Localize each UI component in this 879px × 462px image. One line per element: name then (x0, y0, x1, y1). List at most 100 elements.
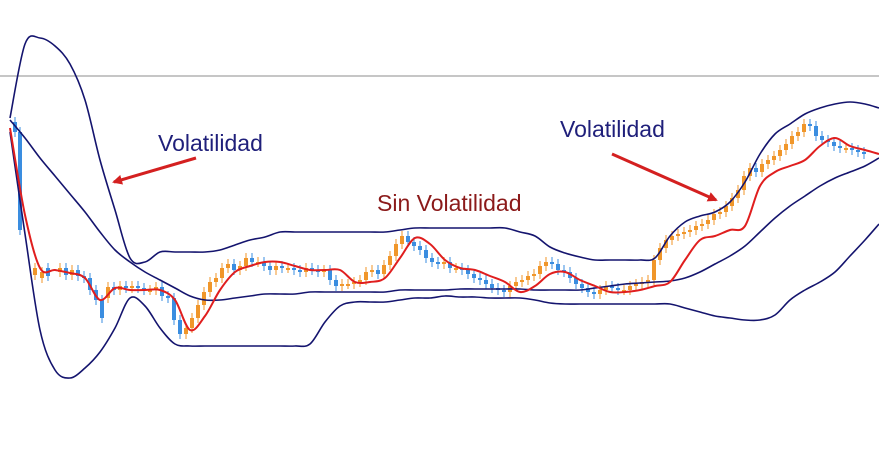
candle-body (694, 226, 698, 230)
candle-body (184, 328, 188, 334)
candle-body (262, 262, 266, 266)
candle-body (346, 284, 350, 286)
candle-body (448, 262, 452, 268)
candle-body (370, 270, 374, 272)
candle-body (358, 280, 362, 282)
candle-body (328, 270, 332, 280)
candle-body (298, 270, 302, 272)
candle-body (556, 264, 560, 270)
candle-body (292, 268, 296, 270)
candle-body (268, 266, 272, 270)
candle-body (352, 282, 356, 284)
candle-body (604, 286, 608, 290)
candle-body (700, 224, 704, 226)
candle-body (190, 318, 194, 328)
candle-body (400, 236, 404, 244)
candle-body (148, 290, 152, 292)
candle-body (502, 290, 506, 292)
candle-body (760, 164, 764, 172)
candle-body (454, 268, 458, 270)
candle-body (844, 148, 848, 150)
bollinger-band-line (9, 131, 879, 379)
candle-body (364, 272, 368, 280)
candle-body (238, 266, 242, 270)
candle-body (214, 278, 218, 282)
candle-body (646, 280, 650, 282)
candle-body (616, 288, 620, 290)
candle-body (172, 298, 176, 320)
candle-body (490, 284, 494, 288)
candle-body (208, 282, 212, 292)
candle-body (766, 160, 770, 164)
candle-body (784, 144, 788, 150)
candle-body (832, 142, 836, 146)
candle-body (706, 220, 710, 224)
candle-body (76, 270, 80, 276)
volatility-label-left: Volatilidad (158, 130, 263, 156)
candle-body (310, 268, 314, 270)
candle-body (424, 250, 428, 258)
moving-average-line (9, 127, 879, 332)
candle-body (580, 284, 584, 288)
moving-average (9, 127, 879, 332)
candle-body (670, 236, 674, 240)
candle-body (33, 268, 37, 275)
candle-body (472, 274, 476, 278)
candle-body (220, 268, 224, 278)
candle-body (532, 274, 536, 276)
candle-body (802, 124, 806, 132)
candle-body (394, 244, 398, 256)
candle-body (790, 136, 794, 144)
candle-body (388, 256, 392, 265)
candle-body (280, 266, 284, 268)
candle-body (712, 214, 716, 220)
candle-body (730, 198, 734, 206)
candle-body (652, 260, 656, 280)
candle-body (664, 240, 668, 248)
candle-body (628, 286, 632, 290)
no-volatility-label: Sin Volatilidad (377, 190, 522, 216)
candle-body (688, 230, 692, 232)
candle-body (478, 278, 482, 280)
candle-body (586, 288, 590, 292)
candle-body (736, 190, 740, 198)
candle-body (406, 236, 410, 242)
arrow-left-annotation (112, 156, 197, 185)
candle-body (226, 264, 230, 268)
candle-body (178, 320, 182, 334)
candle-body (838, 146, 842, 148)
candle-body (526, 276, 530, 280)
candle-body (796, 132, 800, 136)
candle-body (814, 126, 818, 136)
candle-body (856, 150, 860, 152)
candlesticks (13, 117, 866, 339)
candle-body (718, 212, 722, 214)
candle-body (754, 168, 758, 172)
candle-body (334, 280, 338, 286)
candle-body (520, 280, 524, 282)
candle-body (724, 206, 728, 212)
candle-body (778, 150, 782, 156)
candle-body (808, 124, 812, 126)
candle-body (196, 305, 200, 318)
candle-body (412, 242, 416, 246)
candle-body (106, 287, 110, 298)
candle-body (658, 248, 662, 260)
candle-body (550, 262, 554, 264)
candle-body (274, 266, 278, 270)
candle-body (634, 284, 638, 286)
candle-body (862, 152, 866, 154)
candle-body (592, 292, 596, 294)
candle-body (232, 264, 236, 270)
candle-body (166, 296, 170, 298)
candle-body (466, 270, 470, 274)
candle-body (286, 268, 290, 270)
candle-body (376, 270, 380, 274)
candle-body (682, 232, 686, 234)
candle-body (18, 132, 22, 230)
candle-body (382, 265, 386, 274)
bollinger-bands (9, 35, 879, 379)
candle-body (100, 300, 104, 318)
candle-body (244, 258, 248, 266)
bollinger-band-line (9, 35, 879, 265)
